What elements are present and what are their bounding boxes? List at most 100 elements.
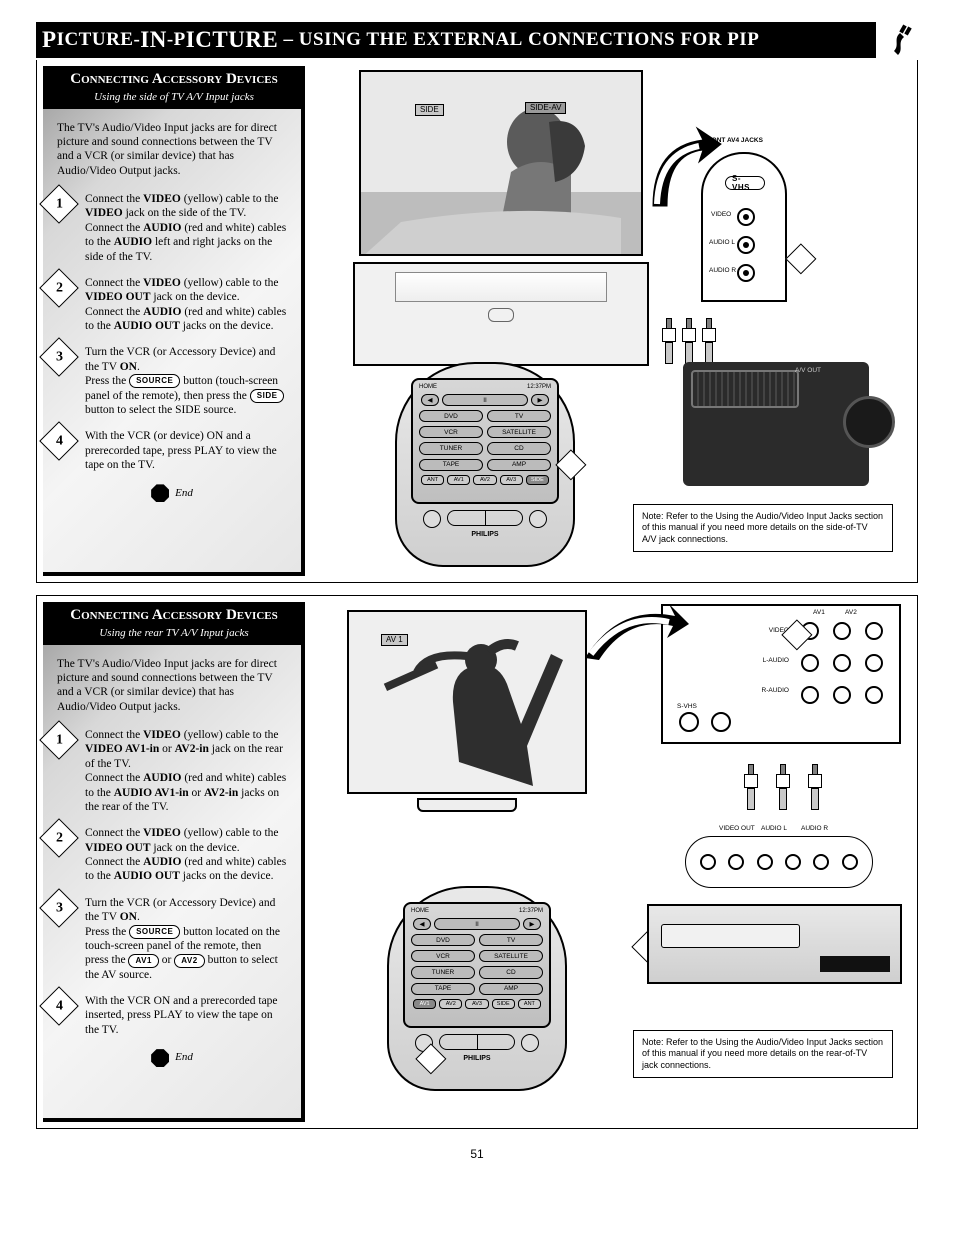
remote-hard-btn[interactable]: [423, 510, 441, 528]
step-number: 2: [39, 268, 79, 308]
audio-in-jack: [813, 854, 829, 870]
title-seg: -P: [167, 29, 186, 51]
remote-dev-btn[interactable]: TV: [479, 934, 543, 946]
remote-nav-right[interactable]: ▶: [531, 394, 549, 406]
step-text: .: [137, 361, 140, 373]
svhs-jack: [711, 712, 731, 732]
remote-dev-btn[interactable]: VCR: [419, 426, 483, 438]
step-3: 3 Turn the VCR (or Accessory Device) and…: [57, 345, 287, 417]
remote-hard-btn[interactable]: [448, 511, 486, 525]
remote-src-btn[interactable]: AV3: [500, 475, 523, 485]
stop-icon: [151, 484, 169, 502]
left-head-title: Connecting Accessory Devices: [51, 606, 297, 625]
remote-src-btn[interactable]: ANT: [518, 999, 541, 1009]
remote-src-side-btn[interactable]: SIDE: [526, 475, 549, 485]
vcr-out-label: AUDIO L: [761, 826, 787, 833]
left-body: The TV's Audio/Video Input jacks are for…: [43, 109, 305, 577]
av1-pill: AV1: [128, 954, 158, 968]
callout-hand: [785, 243, 820, 278]
step-text: ON: [120, 361, 137, 373]
step-text: VIDEO: [143, 277, 181, 289]
remote-dev-btn[interactable]: SATELLITE: [487, 426, 551, 438]
title-row: P ICTURE- IN -P ICTURE – U SING THE E XT…: [36, 20, 918, 60]
step-text: jack on the device.: [151, 842, 240, 854]
source-pill: SOURCE: [129, 374, 180, 388]
note-text: Note: Refer to the Using the Audio/Video…: [642, 1037, 883, 1070]
tv-rear-panel: AV1 AV2 VIDEO L-AUDIO R-AUDIO: [661, 604, 901, 744]
page-number: 51: [36, 1147, 918, 1161]
remote-dev-btn[interactable]: SATELLITE: [479, 950, 543, 962]
remote-hard-btn[interactable]: [486, 511, 523, 525]
vcr: [647, 904, 902, 984]
rca-plug: [807, 764, 823, 812]
step-text: AUDIO: [143, 222, 181, 234]
remote-hard-btn[interactable]: [521, 1034, 539, 1052]
jack-label: AUDIO R: [709, 268, 736, 275]
remote-dev-btn[interactable]: TAPE: [419, 459, 483, 471]
note-text: Note: Refer to the Using the Audio/Video…: [642, 511, 883, 544]
step-text: AUDIO: [143, 306, 181, 318]
remote-screen: HOME 12:37PM ◀ II ▶ DVDTV VCRSATELLITE T…: [411, 378, 559, 504]
remote-brand: PHILIPS: [411, 531, 559, 538]
remote-dev-btn[interactable]: TV: [487, 410, 551, 422]
stop-row: End: [57, 1049, 287, 1067]
osd-badge: AV 1: [381, 634, 408, 646]
step-2: 2 Connect the VIDEO (yellow) cable to th…: [57, 276, 287, 334]
remote-dev-btn[interactable]: VCR: [411, 950, 475, 962]
remote-src-btn[interactable]: AV1: [447, 475, 470, 485]
remote-hard-btn[interactable]: [478, 1035, 515, 1049]
stop-label: End: [175, 487, 193, 501]
remote-dev-btn[interactable]: DVD: [411, 934, 475, 946]
step-text: AUDIO: [143, 772, 181, 784]
rca-plug: [701, 318, 717, 366]
step-text: AV2-in: [175, 743, 209, 755]
step-text: Connect the: [85, 193, 143, 205]
pb-jack: [801, 654, 819, 672]
step-text: AUDIO AV1-in: [114, 787, 189, 799]
remote-hard-btn[interactable]: [529, 510, 547, 528]
remote-src-btn[interactable]: AV2: [439, 999, 462, 1009]
step-text: button to select the SIDE source.: [85, 404, 236, 416]
step-text: With the VCR (or device) ON and a prerec…: [85, 430, 277, 471]
remote-hard-btn[interactable]: [440, 1035, 478, 1049]
video-jack: [737, 208, 755, 226]
projection-tv: SIDE SIDE-AV: [353, 66, 649, 366]
swoosh-arrow-icon: [643, 126, 723, 216]
remote-dev-btn[interactable]: TUNER: [419, 442, 483, 454]
remote-dev-btn[interactable]: DVD: [419, 410, 483, 422]
remote-dev-btn[interactable]: TAPE: [411, 983, 475, 995]
remote-nav-title: II: [442, 394, 528, 406]
remote-nav-left[interactable]: ◀: [413, 918, 431, 930]
step-2: 2 Connect the VIDEO (yellow) cable to th…: [57, 826, 287, 884]
step-text: jack on the side of the TV.: [123, 207, 247, 219]
source-pill: SOURCE: [129, 925, 180, 939]
jack-label: AUDIO L: [709, 240, 735, 247]
left-column: Connecting Accessory Devices Using the s…: [43, 66, 305, 576]
remote-dev-btn[interactable]: CD: [487, 442, 551, 454]
remote-dev-btn[interactable]: AMP: [487, 459, 551, 471]
plug-icon: [884, 20, 918, 60]
remote-nav-left[interactable]: ◀: [421, 394, 439, 406]
remote-src-btn[interactable]: AV2: [473, 475, 496, 485]
remote-dev-btn[interactable]: TUNER: [411, 966, 475, 978]
step-text: AUDIO: [114, 236, 152, 248]
osd-badge: SIDE-AV: [525, 102, 566, 114]
remote-dev-btn[interactable]: AMP: [479, 983, 543, 995]
rca-plug: [775, 764, 791, 812]
vcr-rear-jacks: [685, 836, 873, 888]
step-text: VIDEO OUT: [85, 291, 151, 303]
remote-nav-right[interactable]: ▶: [523, 918, 541, 930]
pr-jack: [801, 686, 819, 704]
remote-src-btn[interactable]: ANT: [421, 475, 444, 485]
remote-src-btn[interactable]: AV3: [465, 999, 488, 1009]
remote-src-av1-btn[interactable]: AV1: [413, 999, 436, 1009]
remote-src-btn[interactable]: SIDE: [492, 999, 515, 1009]
row-label: R-AUDIO: [762, 688, 789, 695]
remote-dev-btn[interactable]: CD: [479, 966, 543, 978]
audio-r-jack: [865, 686, 883, 704]
step-text: Press the: [85, 375, 129, 387]
title-seg: ICTURE-: [57, 29, 141, 51]
audio-l-jack: [833, 654, 851, 672]
step-text: Connect the: [85, 729, 143, 741]
left-head-sub: Using the side of TV A/V Input jacks: [51, 91, 297, 105]
